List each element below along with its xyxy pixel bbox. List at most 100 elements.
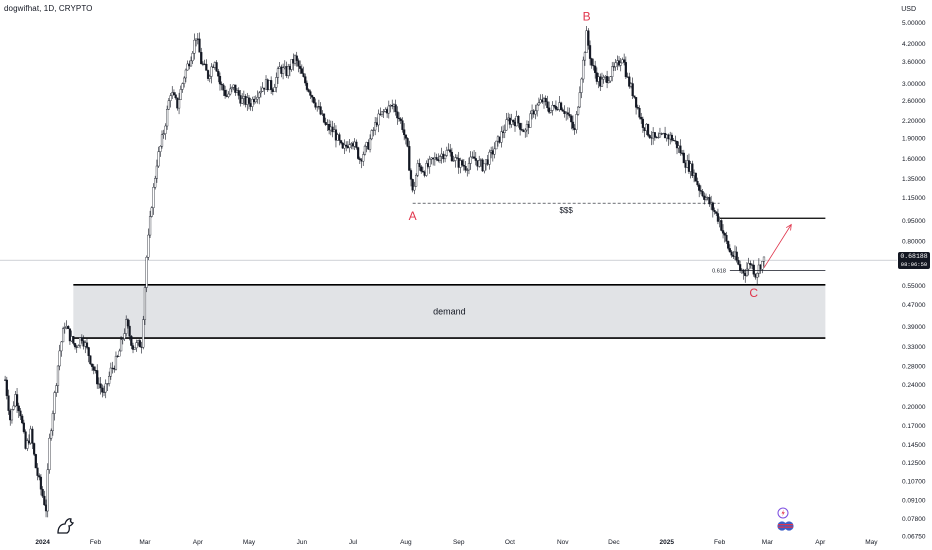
- candle-body-down: [7, 395, 10, 411]
- flag-icon[interactable]: [777, 521, 787, 531]
- candle-body-up: [362, 154, 365, 162]
- x-tick-label: Apr: [193, 539, 204, 546]
- projection-arrow: [763, 224, 792, 269]
- candle-body-down: [720, 220, 723, 231]
- candle-body-up: [370, 130, 373, 140]
- lightning-icon[interactable]: [777, 507, 789, 519]
- candle-body-up: [164, 125, 167, 134]
- candle-body-down: [559, 102, 563, 110]
- candle: [493, 142, 496, 159]
- candle-body-up: [619, 62, 622, 66]
- candle-body-down: [711, 202, 714, 211]
- candle: [138, 337, 141, 348]
- candle-body-down: [723, 233, 726, 236]
- candle: [399, 117, 402, 124]
- y-tick-label: 0.47000: [902, 302, 926, 309]
- candle-body-down: [33, 443, 36, 455]
- candle: [102, 385, 106, 397]
- candle: [617, 56, 621, 68]
- candle: [305, 80, 309, 92]
- candle: [355, 139, 358, 150]
- candle: [462, 158, 465, 171]
- candle: [553, 104, 556, 109]
- candle: [590, 57, 593, 69]
- candle-body-up: [577, 106, 580, 115]
- candle: [167, 97, 170, 110]
- candle: [380, 111, 384, 118]
- candle-body-down: [682, 152, 685, 164]
- candle: [362, 151, 365, 166]
- demand-zone: [73, 284, 826, 339]
- candle-body-down: [421, 170, 425, 173]
- candle: [322, 113, 326, 124]
- candle-body-down: [5, 379, 8, 396]
- candle-body-down: [553, 105, 556, 107]
- candle: [181, 82, 184, 93]
- candle-body-up: [416, 163, 419, 176]
- candle: [370, 129, 373, 141]
- candle: [554, 100, 558, 112]
- candle: [525, 120, 529, 138]
- candle-body-down: [450, 151, 454, 162]
- candle-body-up: [704, 197, 708, 200]
- candle-body-up: [425, 163, 428, 176]
- candle: [358, 156, 361, 164]
- candle-body-down: [455, 157, 459, 159]
- candle-body-down: [568, 114, 571, 117]
- candle: [474, 151, 477, 166]
- candle-body-up: [150, 207, 153, 217]
- candle-body-down: [570, 115, 573, 123]
- candle: [200, 47, 203, 65]
- candle: [396, 106, 399, 125]
- candle: [520, 122, 523, 132]
- candle-body-up: [55, 385, 58, 393]
- candle-body-down: [99, 383, 102, 389]
- candle-body-up: [135, 342, 138, 349]
- candle-body-down: [519, 123, 522, 130]
- candle-body-down: [548, 107, 551, 113]
- candle-body-down: [309, 91, 312, 96]
- candle: [206, 69, 210, 82]
- candle: [428, 155, 431, 174]
- candle-body-down: [43, 495, 46, 506]
- flag-icon[interactable]: [784, 521, 794, 531]
- candle-body-up: [524, 129, 527, 133]
- y-tick-label: 0.09100: [902, 498, 926, 505]
- candle: [126, 318, 129, 329]
- candle: [256, 90, 259, 104]
- x-tick-label: Nov: [557, 539, 569, 546]
- candle: [418, 158, 421, 171]
- candle-body-up: [382, 111, 385, 113]
- candle-body-up: [167, 100, 170, 110]
- x-tick-label: May: [865, 539, 878, 546]
- candle: [648, 134, 651, 139]
- candle: [577, 106, 580, 116]
- candle-body-up: [106, 383, 109, 385]
- candle: [546, 95, 549, 112]
- x-tick-label: Apr: [815, 539, 826, 546]
- candle-body-down: [631, 83, 634, 97]
- candle-body-up: [114, 355, 118, 370]
- candle: [449, 143, 452, 157]
- candle: [728, 244, 731, 253]
- candle: [510, 113, 513, 128]
- candle: [631, 77, 634, 99]
- currency-label[interactable]: USD: [901, 6, 916, 13]
- candle: [445, 146, 448, 157]
- candle-body-up: [380, 111, 384, 115]
- x-tick-label: Sep: [453, 539, 465, 546]
- candle: [131, 342, 135, 354]
- candle: [73, 342, 77, 350]
- candle-body-down: [80, 337, 83, 341]
- tradingview-logo-icon[interactable]: [55, 515, 77, 535]
- event-markers[interactable]: [774, 506, 798, 536]
- candle: [56, 365, 60, 393]
- candle-body-down: [670, 134, 673, 141]
- candle: [128, 319, 131, 341]
- candle: [641, 116, 645, 133]
- candle-body-up: [148, 216, 152, 236]
- candle: [455, 154, 459, 159]
- candle-body-down: [31, 428, 34, 444]
